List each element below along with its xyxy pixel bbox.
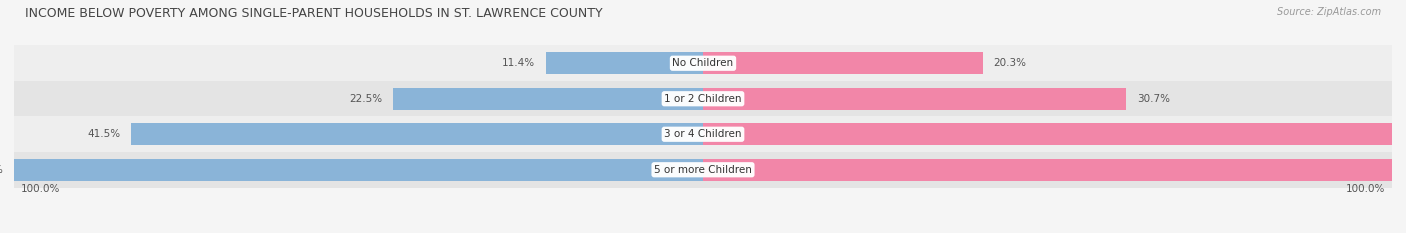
Text: 100.0%: 100.0%: [21, 184, 60, 194]
Text: 22.5%: 22.5%: [349, 94, 382, 104]
Text: 100.0%: 100.0%: [1346, 184, 1385, 194]
Text: 11.4%: 11.4%: [502, 58, 534, 68]
Bar: [703, 88, 1126, 110]
Bar: [14, 159, 703, 181]
Text: 30.7%: 30.7%: [1137, 94, 1170, 104]
Bar: [14, 152, 1392, 188]
Text: 5 or more Children: 5 or more Children: [654, 165, 752, 175]
Bar: [546, 52, 703, 74]
Text: 50.0%: 50.0%: [0, 165, 3, 175]
Text: No Children: No Children: [672, 58, 734, 68]
Bar: [394, 88, 703, 110]
Bar: [14, 116, 1392, 152]
Bar: [703, 159, 1406, 181]
Bar: [131, 123, 703, 145]
Text: 41.5%: 41.5%: [87, 129, 120, 139]
Bar: [703, 123, 1406, 145]
Text: Source: ZipAtlas.com: Source: ZipAtlas.com: [1277, 7, 1381, 17]
Text: 1 or 2 Children: 1 or 2 Children: [664, 94, 742, 104]
Text: INCOME BELOW POVERTY AMONG SINGLE-PARENT HOUSEHOLDS IN ST. LAWRENCE COUNTY: INCOME BELOW POVERTY AMONG SINGLE-PARENT…: [25, 7, 603, 20]
Text: 3 or 4 Children: 3 or 4 Children: [664, 129, 742, 139]
Bar: [14, 45, 1392, 81]
Text: 20.3%: 20.3%: [994, 58, 1026, 68]
Bar: [703, 52, 983, 74]
Bar: [14, 81, 1392, 116]
